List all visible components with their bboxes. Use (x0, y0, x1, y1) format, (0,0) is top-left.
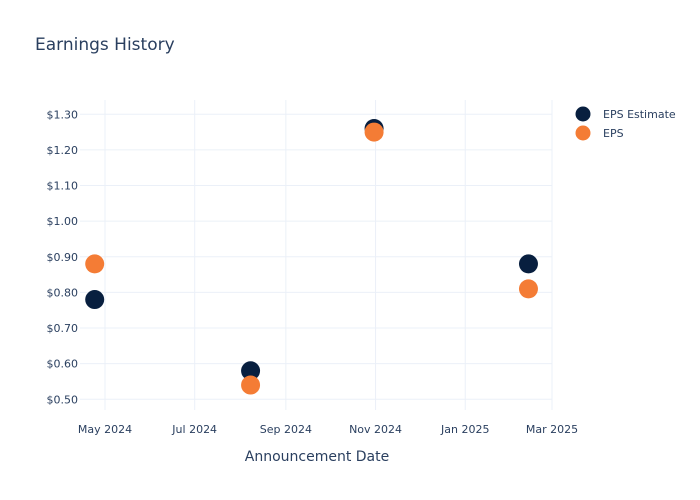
x-tick-label: Sep 2024 (260, 423, 312, 436)
x-axis-title: Announcement Date (245, 449, 389, 465)
eps-estimate-point (241, 361, 261, 381)
y-tick-label: $0.60 (47, 358, 79, 371)
legend-label: EPS (603, 127, 624, 140)
chart-title: Earnings History (35, 35, 175, 55)
y-tick-label: $0.50 (47, 393, 79, 406)
y-tick-label: $1.00 (47, 215, 79, 228)
y-tick-label: $0.90 (47, 251, 79, 264)
x-axis-ticks: May 2024 Jul 2024 Sep 2024 Nov 2024 Jan 2025… (78, 423, 578, 436)
eps-point (518, 279, 538, 299)
legend-marker (575, 106, 591, 122)
grid (80, 100, 553, 410)
y-tick-label: $1.20 (47, 144, 79, 157)
x-tick-label: Jul 2024 (171, 423, 217, 436)
eps-estimate-point (85, 290, 105, 310)
y-tick-label: $0.70 (47, 322, 79, 335)
x-tick-label: Nov 2024 (349, 423, 402, 436)
eps-estimate-point (518, 254, 538, 274)
eps-point (85, 254, 105, 274)
legend-marker (575, 125, 591, 141)
x-tick-label: Jan 2025 (440, 423, 489, 436)
x-tick-label: May 2024 (78, 423, 132, 436)
eps-point (364, 122, 384, 142)
legend: EPS Estimate EPS (575, 106, 676, 141)
legend-label: EPS Estimate (603, 108, 676, 121)
y-axis-ticks: $0.50 $0.60 $0.70 $0.80 $0.90 $1.00 $1.10 $1.20… (47, 108, 79, 406)
eps-point (241, 375, 261, 395)
x-tick-label: Mar 2025 (526, 423, 578, 436)
y-tick-label: $0.80 (47, 286, 79, 299)
data-points (85, 119, 538, 395)
y-tick-label: $1.30 (47, 108, 79, 121)
y-tick-label: $1.10 (47, 180, 79, 193)
